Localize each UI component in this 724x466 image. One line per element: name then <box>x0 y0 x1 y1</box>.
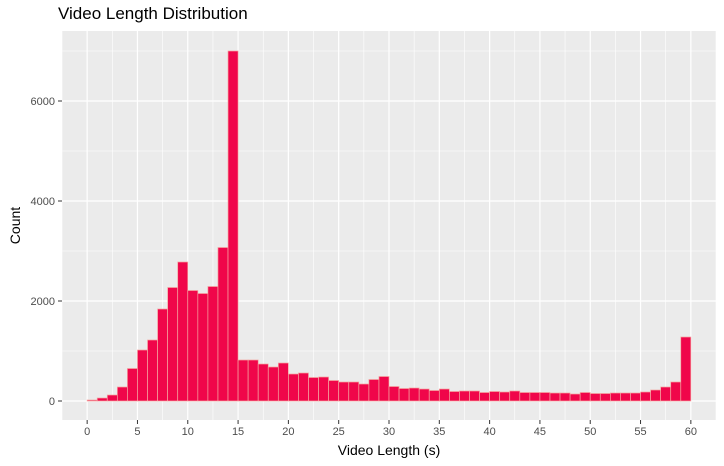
histogram-bar <box>328 380 340 402</box>
histogram-bar <box>499 391 511 402</box>
histogram-bar <box>368 379 380 402</box>
y-tick-label: 4000 <box>31 196 55 208</box>
x-tick-label: 30 <box>383 426 395 438</box>
histogram-bar <box>348 381 360 402</box>
histogram-bar <box>469 390 480 402</box>
histogram-bar <box>539 392 551 402</box>
histogram-bar <box>640 391 651 402</box>
x-tick-label: 60 <box>685 426 697 438</box>
histogram-bar <box>479 392 490 402</box>
x-tick-label: 25 <box>333 426 345 438</box>
y-tick-label: 0 <box>49 396 55 408</box>
histogram-bar <box>247 359 259 402</box>
histogram-bar <box>187 290 199 402</box>
histogram-bar <box>378 376 390 402</box>
y-axis: 0 2000 4000 6000 <box>31 96 62 408</box>
x-tick-label: 0 <box>84 426 90 438</box>
y-tick-label: 6000 <box>31 96 55 108</box>
histogram-bar <box>519 392 531 402</box>
x-axis: 0 5 10 15 20 25 30 35 40 45 50 55 60 <box>84 420 697 438</box>
histogram-bar <box>147 339 158 402</box>
histogram-bar <box>449 391 460 402</box>
x-tick-label: 15 <box>232 426 244 438</box>
histogram-bar <box>177 261 189 402</box>
histogram-bar <box>620 392 631 402</box>
x-tick-label: 50 <box>584 426 596 438</box>
histogram-bar <box>529 392 541 402</box>
histogram-bar <box>579 392 591 402</box>
histogram-bar <box>559 392 571 402</box>
histogram-bar <box>599 393 611 402</box>
histogram-bar <box>388 386 400 402</box>
x-tick-label: 55 <box>634 426 646 438</box>
histogram-bar <box>358 383 370 402</box>
histogram-bar <box>398 388 410 402</box>
histogram-bar <box>428 390 440 402</box>
histogram-bar <box>650 389 662 402</box>
histogram-bar <box>116 386 128 402</box>
x-tick-label: 35 <box>433 426 445 438</box>
x-tick-label: 5 <box>134 426 140 438</box>
histogram-bar <box>318 376 329 402</box>
histogram-bar <box>217 247 229 402</box>
histogram-bar <box>408 387 420 402</box>
histogram-bar <box>197 293 209 402</box>
histogram-bar <box>288 373 299 402</box>
histogram-bar <box>509 390 521 402</box>
histogram-bar <box>257 363 269 402</box>
histogram-bar <box>298 372 309 402</box>
histogram-bar <box>227 50 239 402</box>
histogram-bar <box>438 388 450 402</box>
histogram-bar <box>630 392 641 402</box>
histogram-bar <box>610 392 621 402</box>
x-tick-label: 40 <box>483 426 495 438</box>
histogram-bar <box>569 393 581 402</box>
histogram-bar <box>207 286 219 402</box>
histogram-bar <box>96 397 108 402</box>
y-tick-label: 2000 <box>31 296 55 308</box>
histogram-bar <box>338 381 350 402</box>
histogram-bar <box>157 308 168 402</box>
histogram-bar <box>86 399 98 402</box>
chart-title: Video Length Distribution <box>58 4 248 23</box>
histogram-bar <box>277 362 289 402</box>
x-tick-label: 45 <box>534 426 546 438</box>
histogram-bar <box>670 381 682 402</box>
histogram-bar <box>459 390 470 402</box>
histogram-bar <box>308 377 319 402</box>
histogram-bar <box>167 287 179 402</box>
histogram-bar <box>106 394 118 402</box>
histogram-bar <box>489 391 501 402</box>
x-tick-label: 20 <box>282 426 294 438</box>
histogram-bar <box>589 393 601 402</box>
histogram-bar <box>127 368 138 402</box>
histogram-bar <box>660 386 672 402</box>
x-axis-title: Video Length (s) <box>338 442 440 458</box>
histogram-bar <box>549 392 561 402</box>
histogram-bar <box>137 349 148 402</box>
histogram-bar <box>680 336 692 402</box>
histogram-bar <box>267 366 279 402</box>
bars-group <box>86 50 692 402</box>
x-tick-label: 10 <box>182 426 194 438</box>
histogram-bar <box>418 388 430 402</box>
histogram-bar <box>237 359 249 402</box>
y-axis-title: Count <box>7 207 23 244</box>
